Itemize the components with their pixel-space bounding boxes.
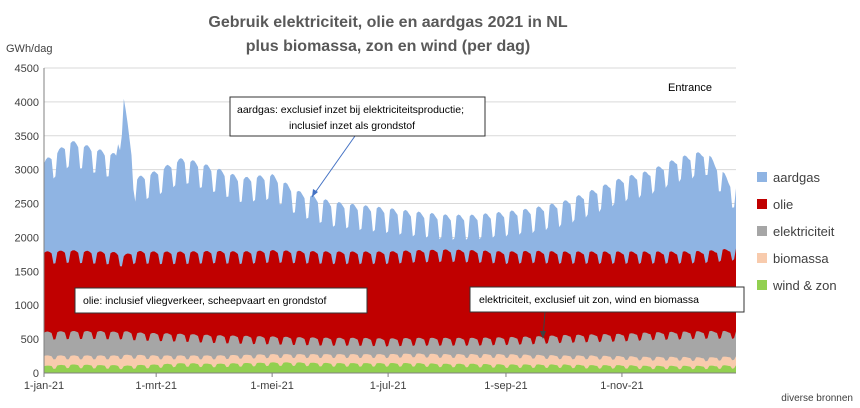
legend: aardgas olie elektriciteit biomassa wind & z… — [757, 170, 837, 293]
legend-label: elektriciteit — [773, 224, 835, 239]
legend-swatch — [757, 199, 767, 209]
y-tick-label: 4000 — [15, 97, 39, 109]
x-tick-labels: 1-jan-21 1-mrt-21 1-mei-21 1-jul-21 1-sep-21… — [24, 373, 644, 392]
x-tick-label: 1-mei-21 — [250, 380, 293, 392]
annotation-olie: olie: inclusief vliegverkeer, scheepvaar… — [83, 295, 326, 307]
annotation-arrowhead-elektriciteit — [540, 331, 546, 339]
y-tick-label: 500 — [21, 334, 39, 346]
y-tick-label: 1000 — [15, 300, 39, 312]
legend-label: aardgas — [773, 170, 820, 185]
y-tick-label: 1500 — [15, 266, 39, 278]
y-tick-label: 4500 — [15, 63, 39, 75]
legend-swatch — [757, 226, 767, 236]
y-axis-label: GWh/dag — [6, 43, 52, 55]
annotation-box-elektriciteit — [469, 286, 745, 313]
legend-swatch — [757, 172, 767, 182]
x-tick-label: 1-mrt-21 — [135, 380, 177, 392]
legend-swatch — [757, 280, 767, 290]
annotation-aardgas-line2: inclusief inzet als grondstof — [289, 120, 415, 132]
y-tick-labels: 0 500 1000 1500 2000 2500 3000 3500 4000 4500 — [15, 63, 39, 380]
y-tick-label: 2000 — [15, 232, 39, 244]
legend-label: biomassa — [773, 251, 829, 266]
annotation-aardgas-line1: aardgas: exclusief inzet bij elektricite… — [237, 104, 464, 116]
source-note: diverse bronnen — [781, 393, 853, 404]
area-wind-zon — [44, 362, 736, 373]
x-tick-label: 1-sep-21 — [484, 380, 527, 392]
annotation-entrance: Entrance — [668, 82, 712, 94]
annotation-box-olie — [74, 287, 368, 314]
legend-label: olie — [773, 197, 793, 212]
chart-title-line2: plus biomassa, zon en wind (per dag) — [246, 38, 530, 55]
annotation-elektriciteit: elektriciteit, exclusief uit zon, wind e… — [479, 294, 699, 306]
y-tick-label: 0 — [33, 368, 39, 380]
axes — [43, 68, 736, 374]
legend-swatch — [757, 253, 767, 263]
annotation-box-aardgas — [229, 96, 486, 137]
annotation-arrow-aardgas — [311, 135, 356, 198]
y-tick-label: 3000 — [15, 165, 39, 177]
y-tick-label: 2500 — [15, 199, 39, 211]
annotation-arrowhead-aardgas — [312, 189, 318, 197]
x-tick-label: 1-nov-21 — [600, 380, 643, 392]
x-tick-label: 1-jan-21 — [24, 380, 64, 392]
x-tick-label: 1-jul-21 — [370, 380, 407, 392]
chart-title-line1: Gebruik elektriciteit, olie en aardgas 2… — [208, 14, 567, 31]
legend-label: wind & zon — [772, 278, 837, 293]
y-tick-label: 3500 — [15, 131, 39, 143]
